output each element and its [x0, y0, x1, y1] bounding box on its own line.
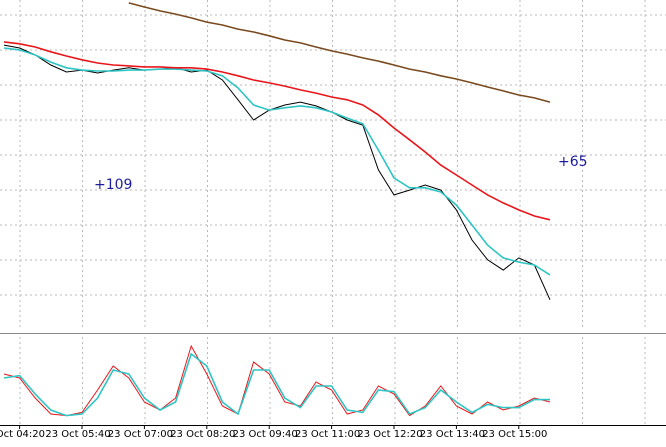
series-line: [3, 47, 551, 276]
annotation: +65: [558, 154, 588, 170]
series-line: [128, 2, 551, 103]
x-tick-label: 23 Oct 13:40: [420, 429, 485, 440]
x-tick-label: 23 Oct 08:20: [170, 429, 235, 440]
x-tick-label: 23 Oct 11:00: [295, 429, 360, 440]
x-tick-label: 23 Oct 15:00: [482, 429, 547, 440]
series-line: [3, 344, 551, 417]
series-line: [3, 41, 551, 221]
x-tick-label: 23 Oct 09:40: [233, 429, 298, 440]
x-tick-label: 23 Oct 07:00: [108, 429, 173, 440]
x-tick-label: 23 Oct 12:20: [357, 429, 422, 440]
annotation: +109: [94, 177, 132, 193]
x-tick-label: 23 Oct 05:40: [45, 429, 110, 440]
series-line: [3, 352, 550, 417]
series-line: [3, 44, 551, 301]
x-tick-label: 3 Oct 04:20: [0, 429, 45, 440]
